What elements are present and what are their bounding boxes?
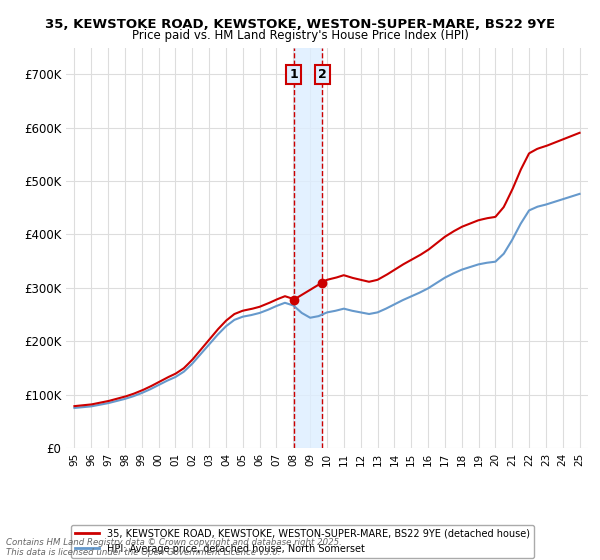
Text: 35, KEWSTOKE ROAD, KEWSTOKE, WESTON-SUPER-MARE, BS22 9YE: 35, KEWSTOKE ROAD, KEWSTOKE, WESTON-SUPE… [45, 18, 555, 31]
Bar [294, 48, 322, 448]
Legend: 35, KEWSTOKE ROAD, KEWSTOKE, WESTON-SUPER-MARE, BS22 9YE (detached house), HPI: : 35, KEWSTOKE ROAD, KEWSTOKE, WESTON-SUPE… [71, 525, 534, 558]
Text: Contains HM Land Registry data © Crown copyright and database right 2025.
This d: Contains HM Land Registry data © Crown c… [6, 538, 342, 557]
Text: 1: 1 [290, 68, 298, 81]
Text: Price paid vs. HM Land Registry's House Price Index (HPI): Price paid vs. HM Land Registry's House … [131, 29, 469, 42]
Text: 2: 2 [318, 68, 326, 81]
